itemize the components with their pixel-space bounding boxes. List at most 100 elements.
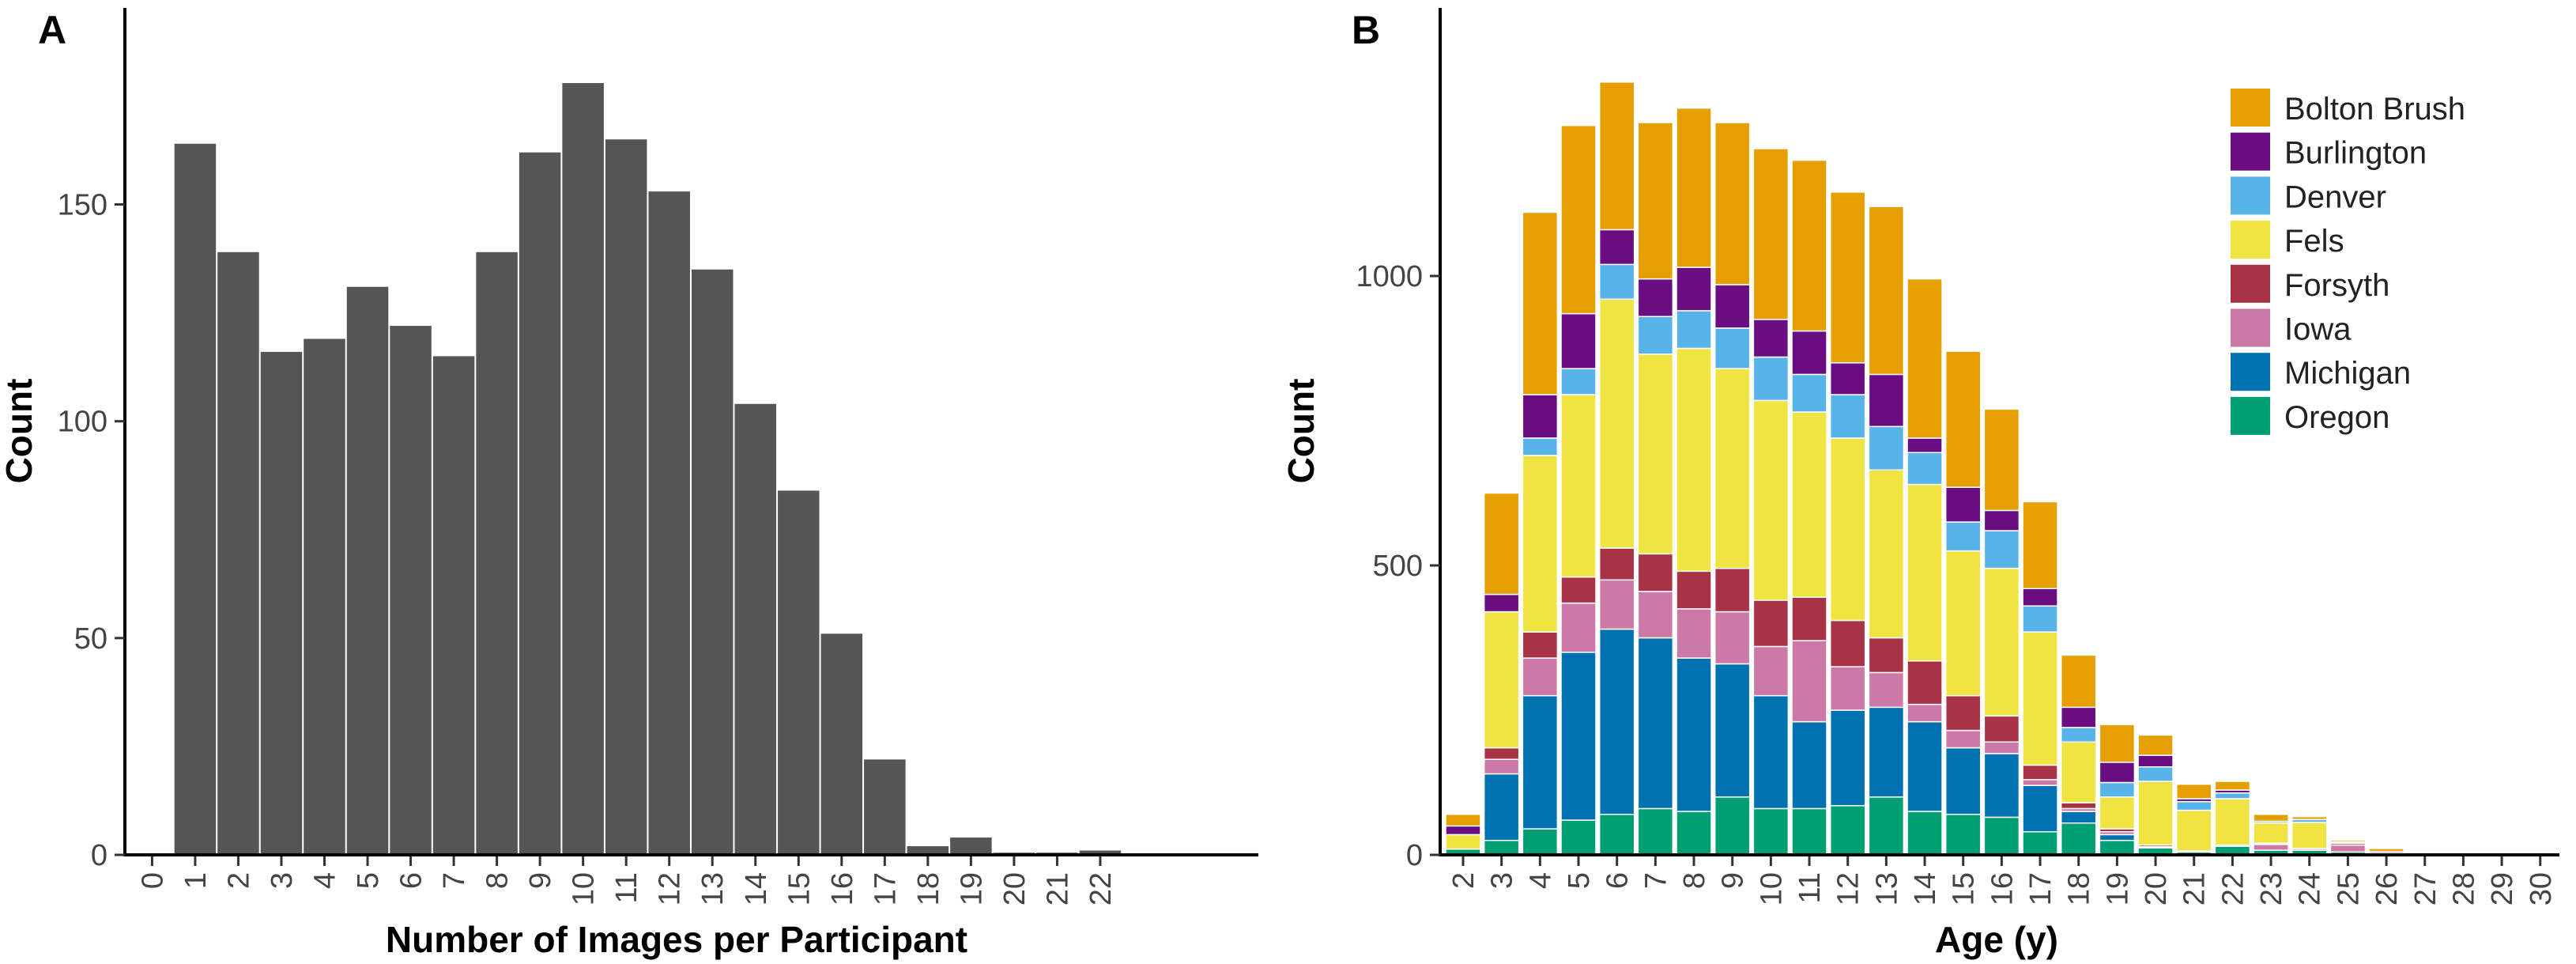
panel-b-bar-denver-16 <box>1983 530 2020 569</box>
panel-a-x-tick-label: 11 <box>610 872 643 903</box>
panel-b-bar-iowa-7 <box>1637 591 1674 639</box>
panel-b-x-axis-title: Age (y) <box>1935 919 2058 960</box>
panel-a-bar-16 <box>820 633 863 855</box>
panel-b-bar-iowa-17 <box>2022 779 2058 786</box>
panel-a-x-axis-title: Number of Images per Participant <box>386 919 967 960</box>
panel-b-bar-denver-14 <box>1907 452 1943 486</box>
panel-b-x-tick-label: 22 <box>2216 872 2250 905</box>
legend-label-burlington: Burlington <box>2284 136 2427 171</box>
panel-b-bar-burlington-10 <box>1752 319 1790 358</box>
panel-b-bar-burlington-2 <box>1445 825 1481 836</box>
panel-b-bar-iowa-5 <box>1560 602 1597 653</box>
panel-b-bar-forsyth-10 <box>1752 599 1790 648</box>
legend-label-denver: Denver <box>2284 180 2386 214</box>
panel-a-x-tick-label: 0 <box>136 872 169 889</box>
panel-a-letter: A <box>38 8 66 52</box>
panel-b-bar-bolton-brush-8 <box>1676 107 1712 268</box>
legend-swatch-denver <box>2231 176 2270 215</box>
legend-label-iowa: Iowa <box>2284 312 2352 347</box>
panel-b-bar-denver-12 <box>1829 394 1866 439</box>
panel-b-bar-iowa-12 <box>1829 666 1866 711</box>
panel-b-bar-oregon-6 <box>1598 814 1635 856</box>
panel-a-x-tick-label: 10 <box>568 872 601 905</box>
legend-swatch-bolton-brush <box>2231 89 2270 127</box>
panel-b-bar-denver-8 <box>1676 310 1712 350</box>
panel-b-bar-fels-19 <box>2099 796 2136 830</box>
panel-a-y-axis-title: Count <box>0 379 40 484</box>
panel-b-bar-burlington-19 <box>2099 762 2136 784</box>
panel-b-y-tick-label: 500 <box>1373 550 1423 583</box>
panel-b-bar-denver-22 <box>2214 792 2251 800</box>
panel-b-bar-fels-10 <box>1752 399 1790 601</box>
panel-b-x-tick-label: 5 <box>1563 872 1596 889</box>
panel-b-bar-burlington-6 <box>1598 229 1635 266</box>
panel-a-bar-1 <box>174 143 217 855</box>
panel-b-bar-michigan-8 <box>1676 657 1712 812</box>
panel-b-bar-oregon-12 <box>1829 805 1866 856</box>
panel-b-bar-forsyth-7 <box>1637 553 1674 592</box>
panel-b-bar-burlington-15 <box>1944 486 1982 523</box>
panel-b-bar-fels-23 <box>2253 822 2289 845</box>
panel-b-bar-oregon-7 <box>1637 807 1674 856</box>
panel-b-bar-fels-9 <box>1714 368 1751 569</box>
panel-a-x-tick-label: 5 <box>352 872 385 889</box>
panel-b-bar-michigan-14 <box>1907 720 1943 812</box>
legend-label-bolton-brush: Bolton Brush <box>2284 92 2465 127</box>
panel-b-x-tick-label: 24 <box>2294 872 2327 905</box>
panel-a-y-tick-label: 150 <box>58 189 107 222</box>
panel-b-bar-fels-13 <box>1868 469 1905 639</box>
panel-b-bar-denver-20 <box>2137 766 2174 782</box>
panel-a-bar-7 <box>432 356 475 855</box>
panel-b-bar-iowa-9 <box>1714 611 1751 665</box>
legend-swatch-iowa <box>2231 308 2270 347</box>
panel-b-bar-iowa-8 <box>1676 608 1712 659</box>
panel-b-bar-michigan-16 <box>1983 753 2020 818</box>
panel-b-bar-michigan-3 <box>1483 773 1520 841</box>
panel-b-bar-bolton-brush-2 <box>1445 814 1481 827</box>
panel-b-bar-bolton-brush-13 <box>1868 206 1905 376</box>
panel-b-x-tick-label: 2 <box>1447 872 1480 889</box>
panel-a-bar-14 <box>734 403 776 855</box>
panel-a-bar-8 <box>476 251 518 856</box>
panel-a-y-tick-label: 50 <box>74 622 107 656</box>
panel-b-bar-forsyth-5 <box>1560 576 1597 604</box>
panel-b-bar-forsyth-12 <box>1829 619 1866 667</box>
panel-b-bar-bolton-brush-26 <box>2368 848 2404 852</box>
panel-a-x-tick-label: 19 <box>955 872 988 905</box>
panel-b-bar-burlington-7 <box>1637 278 1674 317</box>
panel-b-x-tick-label: 10 <box>1755 872 1788 905</box>
panel-b-bar-fels-7 <box>1637 353 1674 555</box>
panel-b-x-ticks: 2 3 4 5 6 7 8 9 10 11 12 13 14 15 16 17 18 19 20 21 22 23 24 25… <box>1447 856 2558 905</box>
panel-a-bar-15 <box>778 490 820 855</box>
panel-b-bar-bolton-brush-21 <box>2175 783 2212 800</box>
panel-b-bar-fels-20 <box>2137 781 2174 846</box>
panel-b-x-tick-label: 23 <box>2255 872 2288 905</box>
panel-b-legend: Bolton Brush Burlington Denver Fels Forsyth I… <box>2231 89 2465 435</box>
panel-a-bar-13 <box>691 269 734 855</box>
panel-b-x-tick-label: 13 <box>1870 872 1903 905</box>
legend-swatch-oregon <box>2231 396 2270 435</box>
panel-b-bar-michigan-19 <box>2099 834 2136 841</box>
panel-b-bar-bolton-brush-7 <box>1637 122 1674 280</box>
panel-a-bar-12 <box>648 191 690 855</box>
panel-b-bar-bolton-brush-25 <box>2329 839 2367 843</box>
panel-b-x-tick-label: 14 <box>1909 872 1942 905</box>
panel-a-bar-19 <box>950 837 992 855</box>
panel-b-bar-forsyth-16 <box>1983 715 2020 743</box>
panel-b-bar-denver-17 <box>2022 605 2058 633</box>
panel-a-x-tick-label: 18 <box>912 872 945 905</box>
panel-b-x-tick-label: 4 <box>1524 872 1557 889</box>
panel-b-bar-michigan-9 <box>1714 663 1751 798</box>
panel-b-bar-forsyth-15 <box>1944 694 1982 732</box>
panel-b-x-tick-label: 30 <box>2525 872 2558 905</box>
panel-b-bar-oregon-5 <box>1560 819 1597 856</box>
panel-b-x-tick-label: 8 <box>1678 872 1711 889</box>
panel-b-bar-michigan-5 <box>1560 652 1597 821</box>
panel-b-bar-denver-13 <box>1868 425 1905 471</box>
panel-a-bars <box>174 83 1122 856</box>
panel-b-bar-burlington-17 <box>2022 588 2058 607</box>
panel-b-bar-bolton-brush-10 <box>1752 148 1790 320</box>
panel-b-y-tick-label: 0 <box>1406 839 1423 872</box>
panel-b-bar-fels-22 <box>2214 798 2251 846</box>
panel-b-x-tick-label: 27 <box>2409 872 2442 905</box>
